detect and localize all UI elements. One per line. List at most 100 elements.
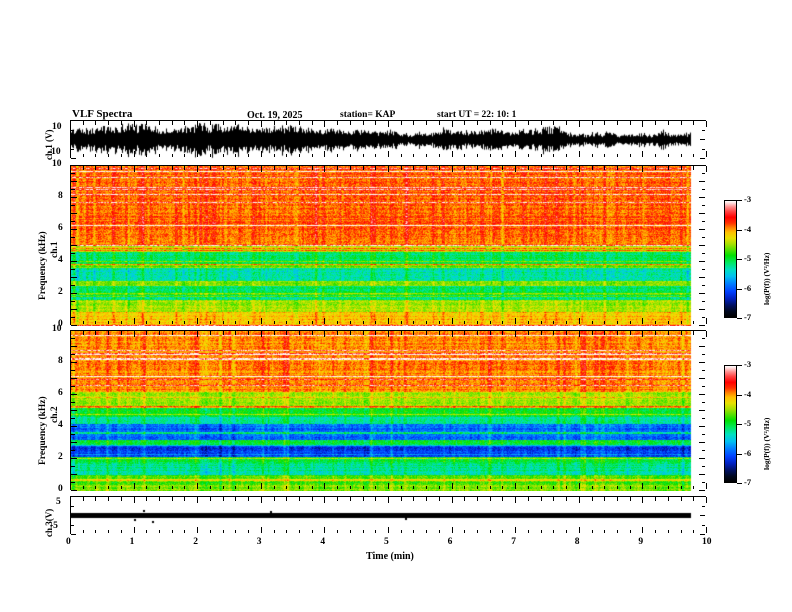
y-tick [701, 253, 705, 254]
x-tick [337, 121, 338, 125]
y-tick [701, 269, 705, 270]
x-tick [121, 121, 122, 125]
x-tick [235, 166, 236, 170]
x-tick [83, 485, 84, 489]
x-tick [324, 483, 325, 489]
y-tick [701, 434, 705, 435]
x-tick [642, 318, 643, 324]
x-tick [541, 497, 542, 501]
x-tick [426, 485, 427, 489]
x-tick [630, 320, 631, 324]
ch2-colorbar-tick-label: -5 [744, 418, 752, 428]
x-tick [439, 320, 440, 324]
x-tick [337, 320, 338, 324]
x-tick [490, 331, 491, 335]
x-tick [490, 166, 491, 170]
x-tick [223, 497, 224, 501]
x-tick [490, 121, 491, 125]
x-tick-label: 0 [66, 537, 71, 547]
y-tick [71, 309, 77, 310]
x-tick [350, 153, 351, 157]
x-tick [592, 529, 593, 533]
colorbar-tick [737, 200, 742, 201]
x-tick [553, 331, 554, 335]
x-tick-label: 8 [574, 537, 580, 547]
x-tick [693, 485, 694, 489]
y-tick [701, 466, 705, 467]
x-tick [630, 153, 631, 157]
x-tick [337, 331, 338, 335]
x-tick [197, 483, 198, 489]
x-tick [592, 331, 593, 335]
x-tick [681, 331, 682, 335]
x-tick [452, 331, 453, 337]
x-tick [388, 331, 389, 337]
y-tick [699, 474, 705, 475]
y-tick [699, 277, 705, 278]
x-tick [592, 166, 593, 170]
x-tick [121, 497, 122, 501]
x-tick [706, 483, 707, 489]
y-tick [71, 496, 76, 497]
x-tick [134, 527, 135, 533]
x-tick [706, 121, 707, 127]
x-tick [515, 527, 516, 533]
x-tick [184, 529, 185, 533]
x-tick [490, 320, 491, 324]
y-tick [71, 205, 75, 206]
y-tick [71, 261, 77, 262]
x-tick [324, 151, 325, 157]
y-tick [71, 525, 74, 526]
x-tick [566, 485, 567, 489]
x-tick [655, 485, 656, 489]
x-tick [286, 166, 287, 170]
x-tick [83, 320, 84, 324]
y-tick [71, 237, 75, 238]
observation-date: Oct. 19, 2025 [247, 110, 303, 121]
x-tick [70, 318, 71, 324]
x-tick [681, 529, 682, 533]
x-tick [617, 320, 618, 324]
x-tick [642, 166, 643, 172]
x-tick [693, 121, 694, 125]
y-tick [700, 120, 705, 121]
x-tick-label: 3 [256, 537, 262, 547]
x-tick [312, 121, 313, 125]
x-tick [604, 497, 605, 501]
x-tick [464, 153, 465, 157]
station-label: station= KAP [340, 110, 396, 120]
x-tick [95, 320, 96, 324]
x-tick [159, 331, 160, 335]
x-tick [401, 497, 402, 501]
x-tick [502, 166, 503, 170]
x-tick [452, 121, 453, 127]
x-tick [350, 485, 351, 489]
x-tick [528, 529, 529, 533]
x-tick [642, 483, 643, 489]
ch1-freq-tick-label: 2 [58, 287, 63, 297]
x-tick [413, 331, 414, 335]
ch3-wave-tick-bottom: -5 [50, 521, 58, 531]
x-tick [235, 320, 236, 324]
y-tick [699, 442, 705, 443]
x-tick [159, 529, 160, 533]
x-tick [528, 497, 529, 501]
x-tick [146, 121, 147, 125]
y-tick [71, 458, 77, 459]
x-tick [95, 121, 96, 125]
x-tick [159, 485, 160, 489]
x-tick [70, 121, 71, 127]
y-tick [71, 317, 75, 318]
x-tick [388, 121, 389, 127]
x-tick [210, 485, 211, 489]
x-tick [286, 121, 287, 125]
x-tick [312, 153, 313, 157]
x-tick [312, 166, 313, 170]
x-tick [413, 153, 414, 157]
x-tick [375, 166, 376, 170]
x-tick [337, 497, 338, 501]
ch1-colorbar-tick-label: -3 [744, 194, 752, 204]
x-tick [490, 497, 491, 501]
x-tick [630, 485, 631, 489]
